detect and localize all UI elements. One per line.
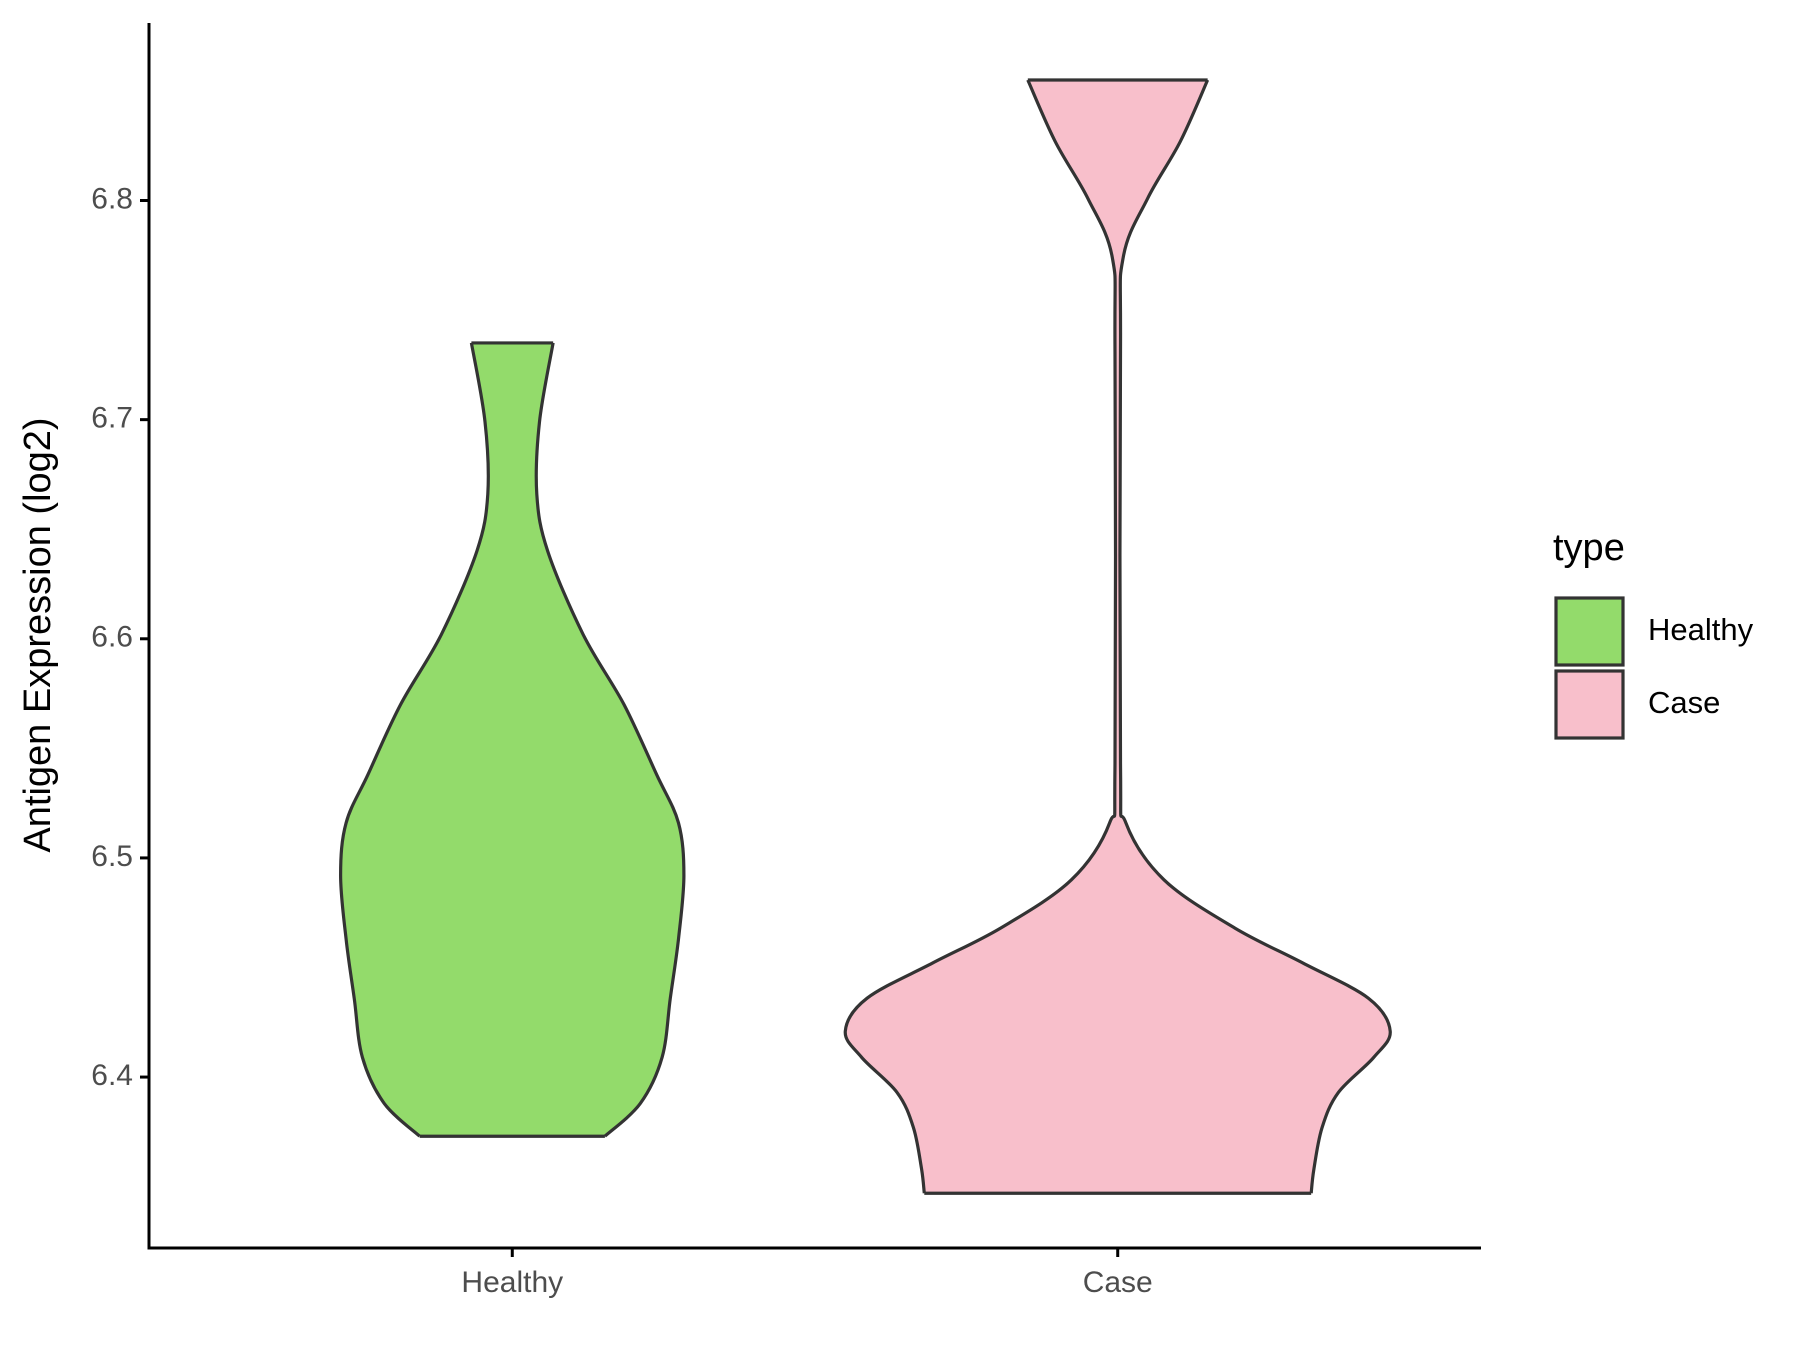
y-tick-label: 6.5 — [91, 840, 133, 873]
legend-label: Case — [1648, 685, 1720, 720]
violin-body — [845, 80, 1391, 1194]
violin-outline-right — [1118, 79, 1392, 1194]
violin-outline-left — [843, 79, 1118, 1194]
legend-title: type — [1553, 527, 1625, 569]
x-tick-label: Case — [1083, 1266, 1153, 1299]
violin-outline-right — [534, 342, 686, 1138]
violin-outline-left — [338, 342, 490, 1138]
y-tick-label: 6.4 — [91, 1059, 133, 1092]
y-tick-label: 6.7 — [91, 402, 133, 435]
y-axis-title: Antigen Expression (log2) — [17, 417, 59, 852]
y-tick-label: 6.6 — [91, 621, 133, 654]
legend-key — [1554, 596, 1625, 667]
x-tick-label: Healthy — [461, 1266, 563, 1299]
legend-label: Healthy — [1648, 612, 1754, 647]
violin-body — [340, 342, 684, 1137]
y-tick-label: 6.8 — [91, 182, 133, 215]
legend-key — [1554, 669, 1625, 740]
